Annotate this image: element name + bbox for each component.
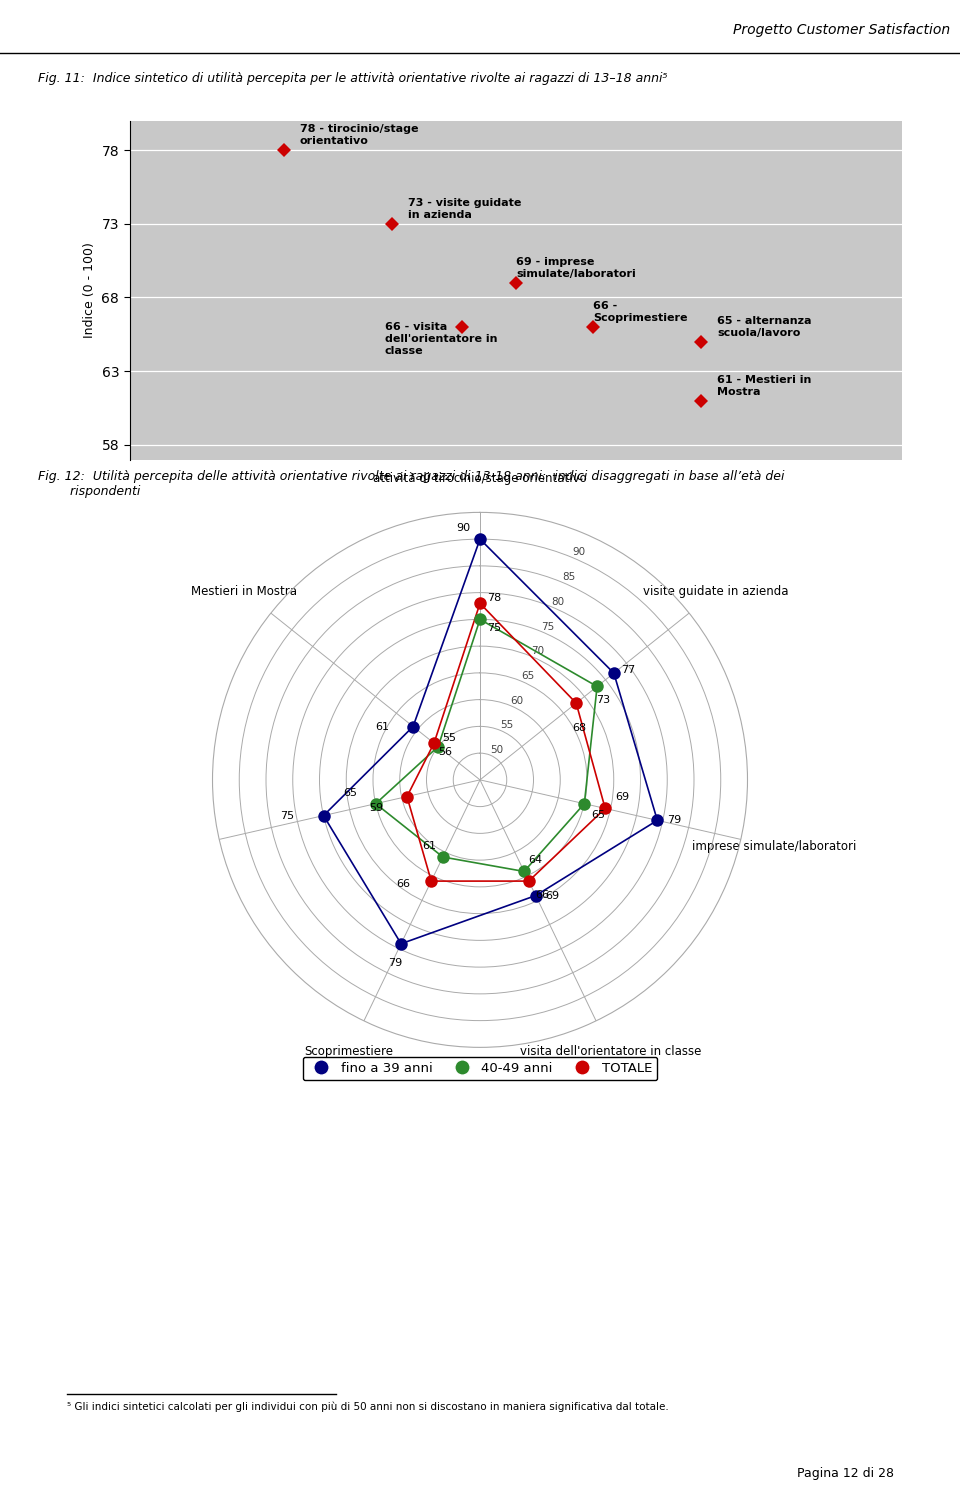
Text: 77: 77 — [620, 666, 635, 675]
Text: 69: 69 — [614, 793, 629, 802]
Text: 68: 68 — [572, 723, 586, 732]
Text: Pagina 12 di 28: Pagina 12 di 28 — [797, 1466, 894, 1480]
Text: 75: 75 — [280, 811, 295, 821]
Text: 66 -
Scoprimestiere: 66 - Scoprimestiere — [593, 301, 687, 324]
Text: 78 - tirocinio/stage
orientativo: 78 - tirocinio/stage orientativo — [300, 124, 419, 146]
Y-axis label: Indice (0 - 100): Indice (0 - 100) — [83, 243, 96, 338]
Text: 56: 56 — [438, 746, 452, 757]
Text: 66 - visita
dell'orientatore in
classe: 66 - visita dell'orientatore in classe — [385, 321, 497, 357]
Text: Fig. 11:  Indice sintetico di utilità percepita per le attività orientative rivo: Fig. 11: Indice sintetico di utilità per… — [38, 72, 668, 86]
Text: 69 - imprese
simulate/laboratori: 69 - imprese simulate/laboratori — [516, 256, 636, 279]
Text: 55: 55 — [443, 734, 456, 743]
Text: 61 - Mestieri in
Mostra: 61 - Mestieri in Mostra — [717, 375, 811, 396]
Text: 73 - visite guidate
in azienda: 73 - visite guidate in azienda — [408, 197, 521, 220]
Text: 65: 65 — [591, 809, 605, 820]
Text: 79: 79 — [389, 958, 402, 967]
Legend: fino a 39 anni, 40-49 anni, TOTALE: fino a 39 anni, 40-49 anni, TOTALE — [302, 1056, 658, 1081]
Text: 66: 66 — [536, 891, 550, 900]
Text: Progetto Customer Satisfaction: Progetto Customer Satisfaction — [733, 23, 950, 38]
Text: 65: 65 — [344, 788, 358, 797]
Text: 61: 61 — [375, 722, 390, 731]
Text: 59: 59 — [370, 803, 383, 812]
Text: ⁵ Gli indici sintetici calcolati per gli individui con più di 50 anni non si dis: ⁵ Gli indici sintetici calcolati per gli… — [67, 1402, 669, 1412]
Text: 79: 79 — [667, 815, 682, 826]
Text: 69: 69 — [545, 891, 560, 901]
Text: 90: 90 — [456, 523, 470, 533]
Text: Fig. 12:  Utilità percepita delle attività orientative rivolte ai ragazzi di 13-: Fig. 12: Utilità percepita delle attivit… — [38, 470, 785, 499]
Text: 78: 78 — [487, 592, 501, 603]
Text: 64: 64 — [528, 856, 542, 865]
Text: 65 - alternanza
scuola/lavoro: 65 - alternanza scuola/lavoro — [717, 315, 811, 338]
Text: 75: 75 — [487, 622, 501, 633]
Text: 73: 73 — [595, 695, 610, 705]
Text: 61: 61 — [422, 841, 436, 851]
Text: 66: 66 — [396, 879, 411, 889]
Text: PROVINCIA
DI TORINO: PROVINCIA DI TORINO — [55, 21, 89, 33]
